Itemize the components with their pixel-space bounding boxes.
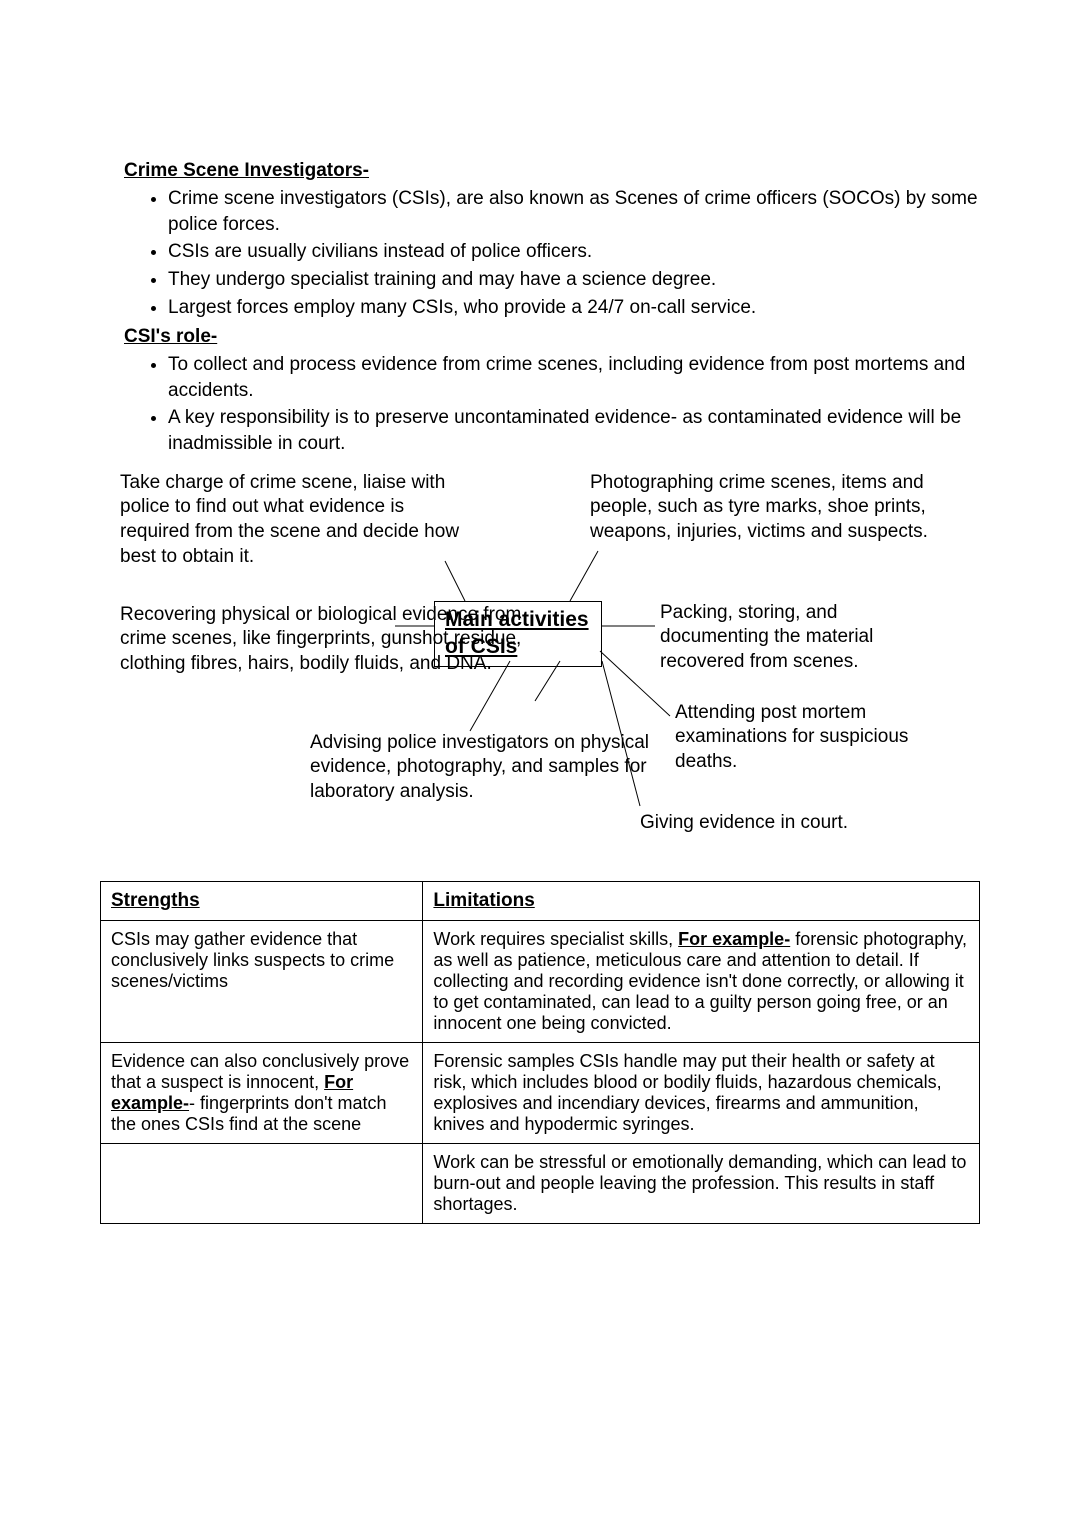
diagram-node-postmortem: Attending post mortem examinations for s… — [675, 701, 935, 775]
document-page: Crime Scene Investigators- Crime scene i… — [0, 0, 1080, 1284]
emphasis: For example- — [678, 929, 790, 949]
table-header-limitations: Limitations — [423, 881, 980, 920]
diagram-node-recovering: Recovering physical or biological eviden… — [120, 603, 540, 677]
diagram-node-take-charge: Take charge of crime scene, liaise with … — [120, 471, 470, 570]
table-body: CSIs may gather evidence that conclusive… — [101, 920, 980, 1223]
list-item: Largest forces employ many CSIs, who pro… — [168, 295, 980, 321]
table-cell — [101, 1143, 423, 1223]
list-item: They undergo specialist training and may… — [168, 267, 980, 293]
table-cell: Work can be stressful or emotionally dem… — [423, 1143, 980, 1223]
role-heading: CSI's role- — [124, 326, 980, 348]
diagram-node-photographing: Photographing crime scenes, items and pe… — [590, 471, 950, 545]
list-item: CSIs are usually civilians instead of po… — [168, 239, 980, 265]
diagram-node-court: Giving evidence in court. — [640, 811, 920, 836]
role-bullets: To collect and process evidence from cri… — [124, 352, 980, 457]
diagram-node-advising: Advising police investigators on physica… — [310, 731, 650, 805]
list-item: Crime scene investigators (CSIs), are al… — [168, 186, 980, 237]
table-cell: CSIs may gather evidence that conclusive… — [101, 920, 423, 1042]
table-row: CSIs may gather evidence that conclusive… — [101, 920, 980, 1042]
table-row: Work can be stressful or emotionally dem… — [101, 1143, 980, 1223]
diagram-node-packing: Packing, storing, and documenting the ma… — [660, 601, 920, 675]
emphasis: For example- — [111, 1072, 353, 1113]
main-activities-diagram: Main activities of CSIs Take charge of c… — [100, 471, 980, 841]
table-cell: Forensic samples CSIs handle may put the… — [423, 1042, 980, 1143]
table-cell: Work requires specialist skills, For exa… — [423, 920, 980, 1042]
table-cell: Evidence can also conclusively prove tha… — [101, 1042, 423, 1143]
list-item: A key responsibility is to preserve unco… — [168, 405, 980, 456]
csi-bullets: Crime scene investigators (CSIs), are al… — [124, 186, 980, 320]
table-row: Evidence can also conclusively prove tha… — [101, 1042, 980, 1143]
table-header-strengths: Strengths — [101, 881, 423, 920]
strengths-limitations-table: Strengths Limitations CSIs may gather ev… — [100, 881, 980, 1224]
csi-heading: Crime Scene Investigators- — [124, 160, 980, 182]
list-item: To collect and process evidence from cri… — [168, 352, 980, 403]
